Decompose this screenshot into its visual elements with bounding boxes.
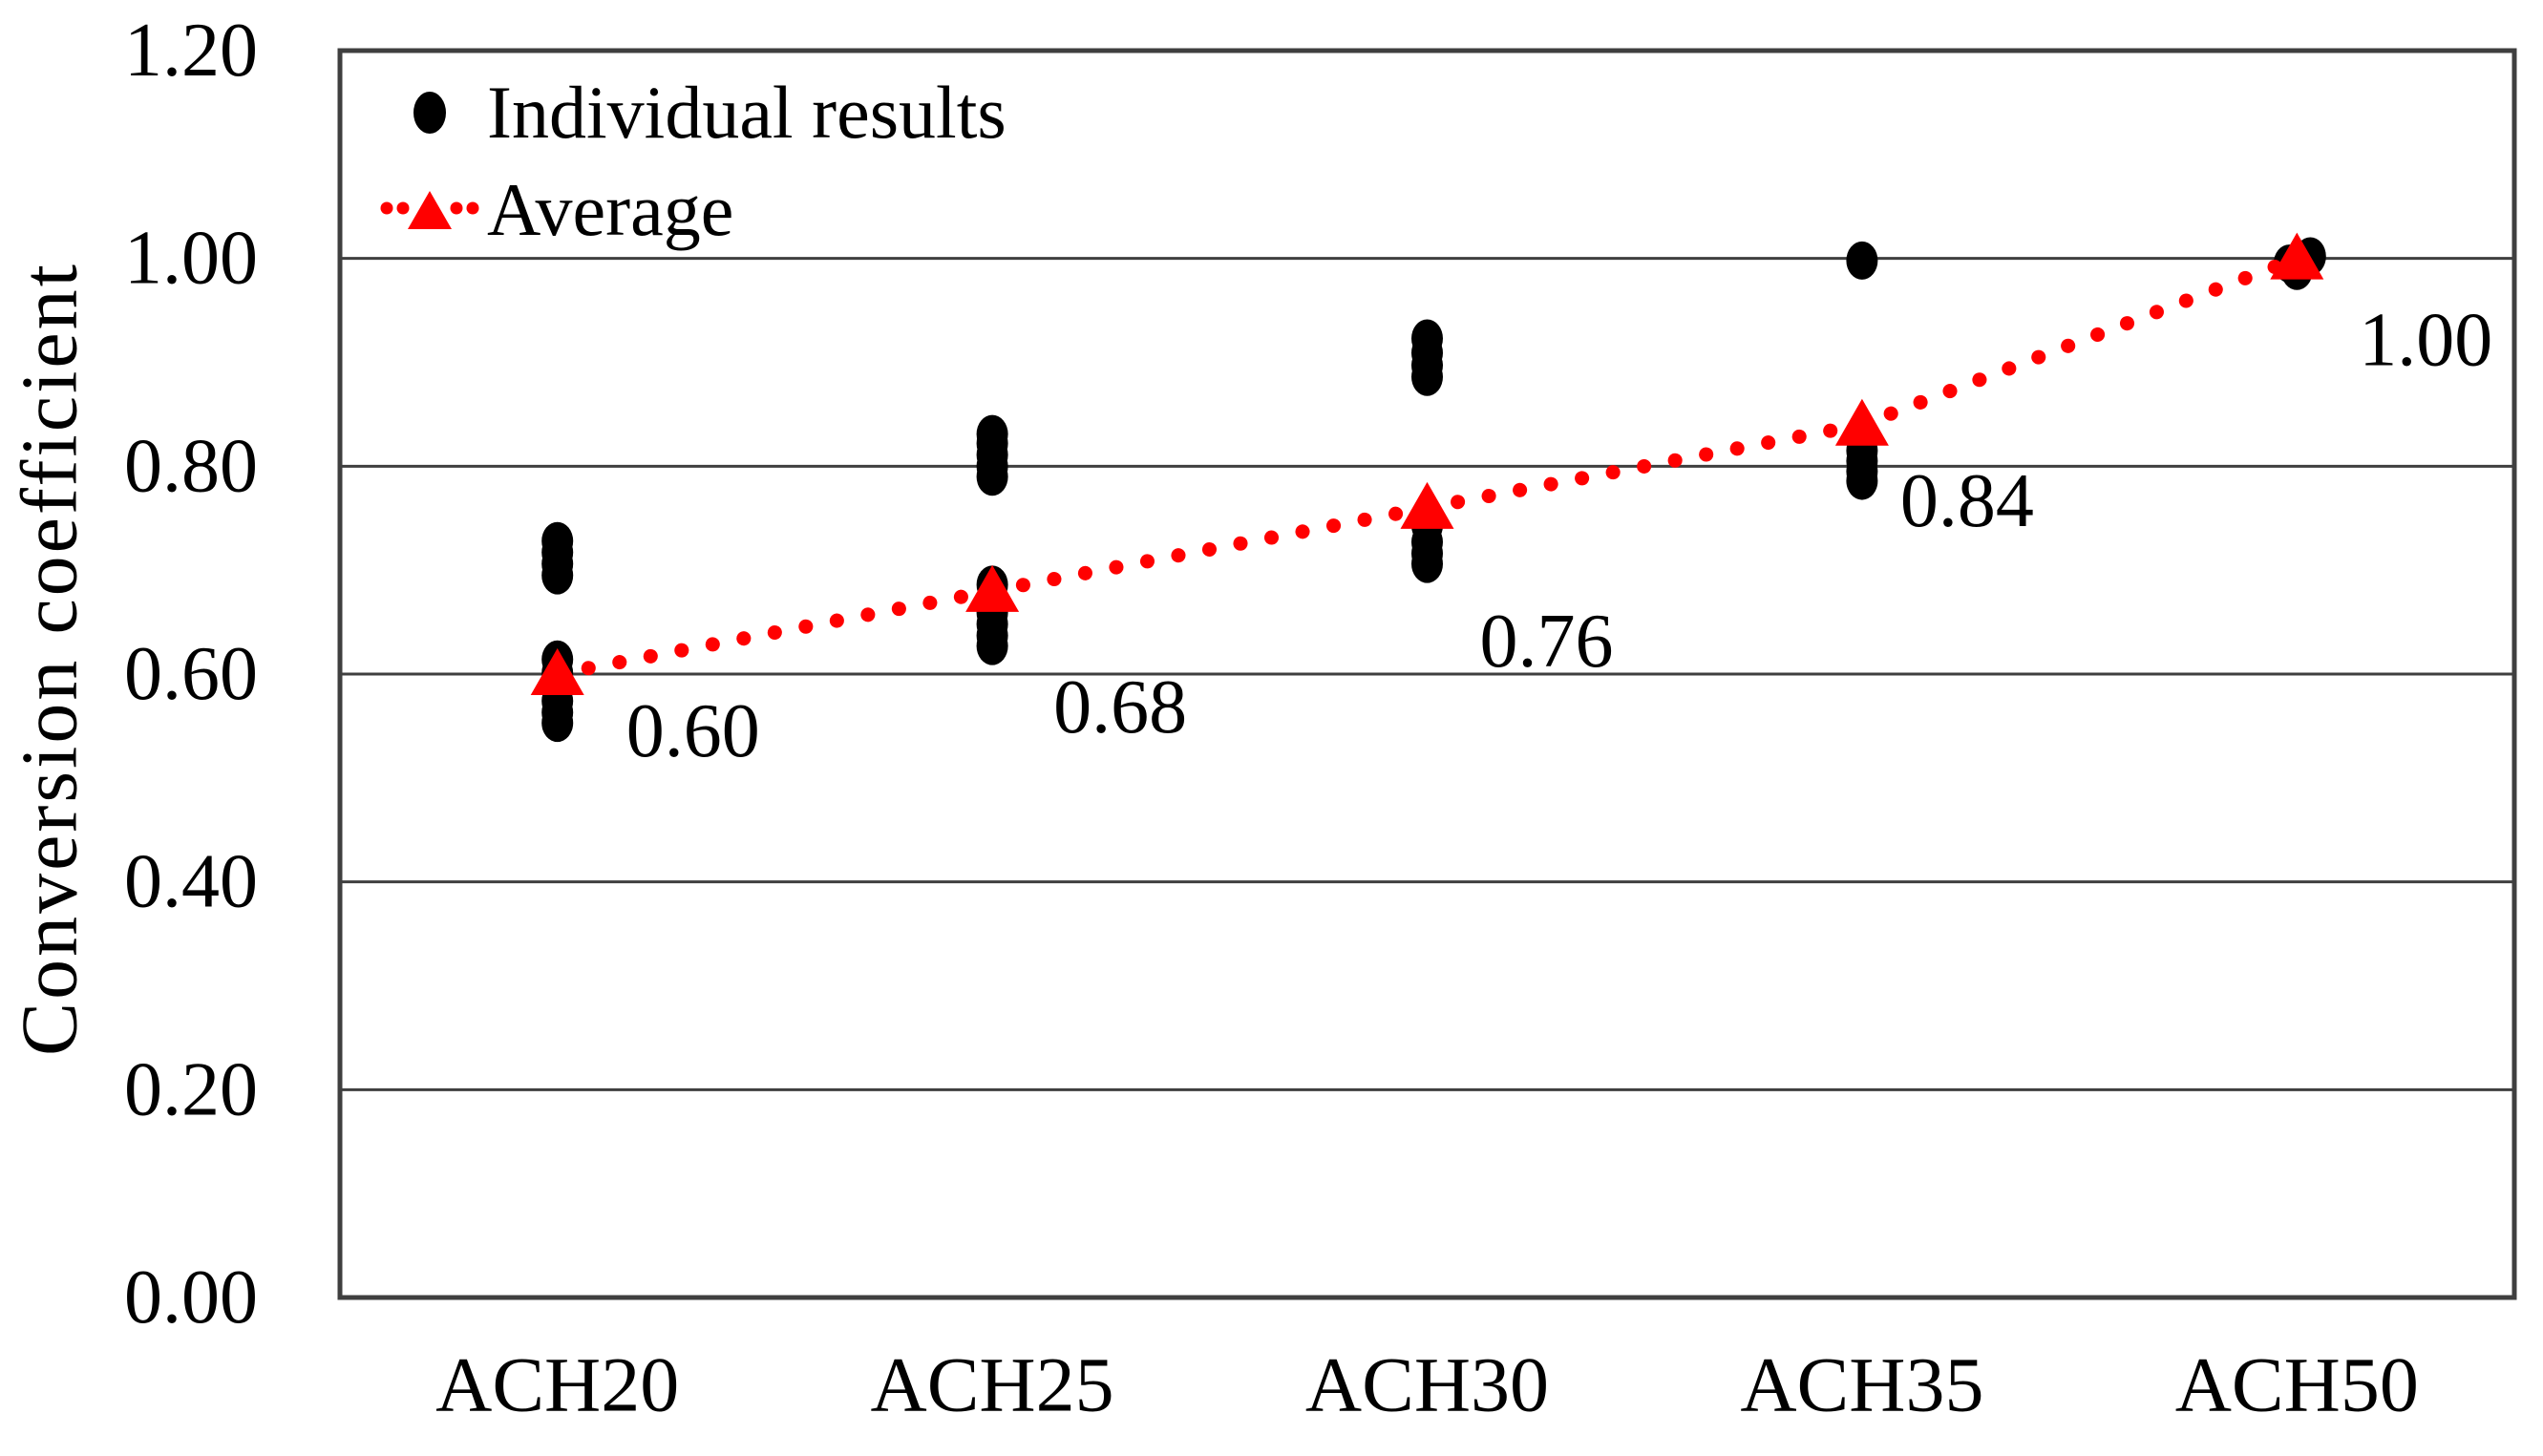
y-tick-label: 0.40	[124, 840, 258, 924]
y-tick-label: 0.60	[124, 632, 258, 716]
y-tick-label: 0.80	[124, 424, 258, 508]
legend: Individual results Average	[380, 69, 1007, 254]
individual-results-points	[541, 237, 2326, 743]
legend-item-individual: Individual results	[380, 69, 1007, 157]
data-label: 0.60	[626, 689, 760, 773]
average-marker-icon	[380, 181, 479, 239]
x-tick-label: ACH20	[435, 1341, 679, 1428]
legend-item-average: Average	[380, 166, 1007, 254]
individual-result-point	[1411, 319, 1443, 358]
individual-result-point	[976, 414, 1008, 454]
y-tick-label: 0.20	[124, 1047, 258, 1131]
legend-label-individual: Individual results	[487, 71, 1007, 154]
x-tick-label: ACH50	[2175, 1341, 2419, 1428]
average-point-triangle	[530, 648, 584, 695]
x-tick-label: ACH35	[1740, 1341, 1983, 1428]
average-point-triangle	[2270, 232, 2324, 280]
y-axis-title: Conversion coefficient	[5, 262, 95, 1056]
average-points	[530, 232, 2324, 695]
plot-border	[337, 48, 2517, 1300]
data-label: 1.00	[2359, 299, 2492, 383]
data-label: 0.84	[1900, 459, 2034, 543]
individual-result-point	[1846, 241, 1878, 280]
x-tick-label: ACH25	[871, 1341, 1114, 1428]
y-tick-label: 1.00	[124, 217, 258, 301]
data-labels: 0.60 0.68 0.76 0.84 1.00	[626, 299, 2493, 773]
y-tick-label: 0.00	[124, 1256, 258, 1340]
individual-results-marker-icon	[380, 87, 479, 138]
y-axis-tick-labels: 1.20 1.00 0.80 0.60 0.40 0.20 0.00	[124, 9, 258, 1340]
data-label: 0.68	[1053, 665, 1187, 749]
average-point-triangle	[965, 564, 1020, 612]
data-label: 0.76	[1480, 600, 1614, 684]
individual-result-point	[541, 521, 574, 560]
legend-label-average: Average	[487, 168, 734, 251]
x-axis-tick-labels: ACH20 ACH25 ACH30 ACH35 ACH50	[435, 1341, 2419, 1428]
average-point-triangle	[1834, 398, 1889, 446]
y-tick-label: 1.20	[124, 9, 258, 93]
average-point-triangle	[1400, 481, 1454, 529]
x-tick-label: ACH30	[1305, 1341, 1549, 1428]
gridlines	[340, 257, 2514, 1091]
